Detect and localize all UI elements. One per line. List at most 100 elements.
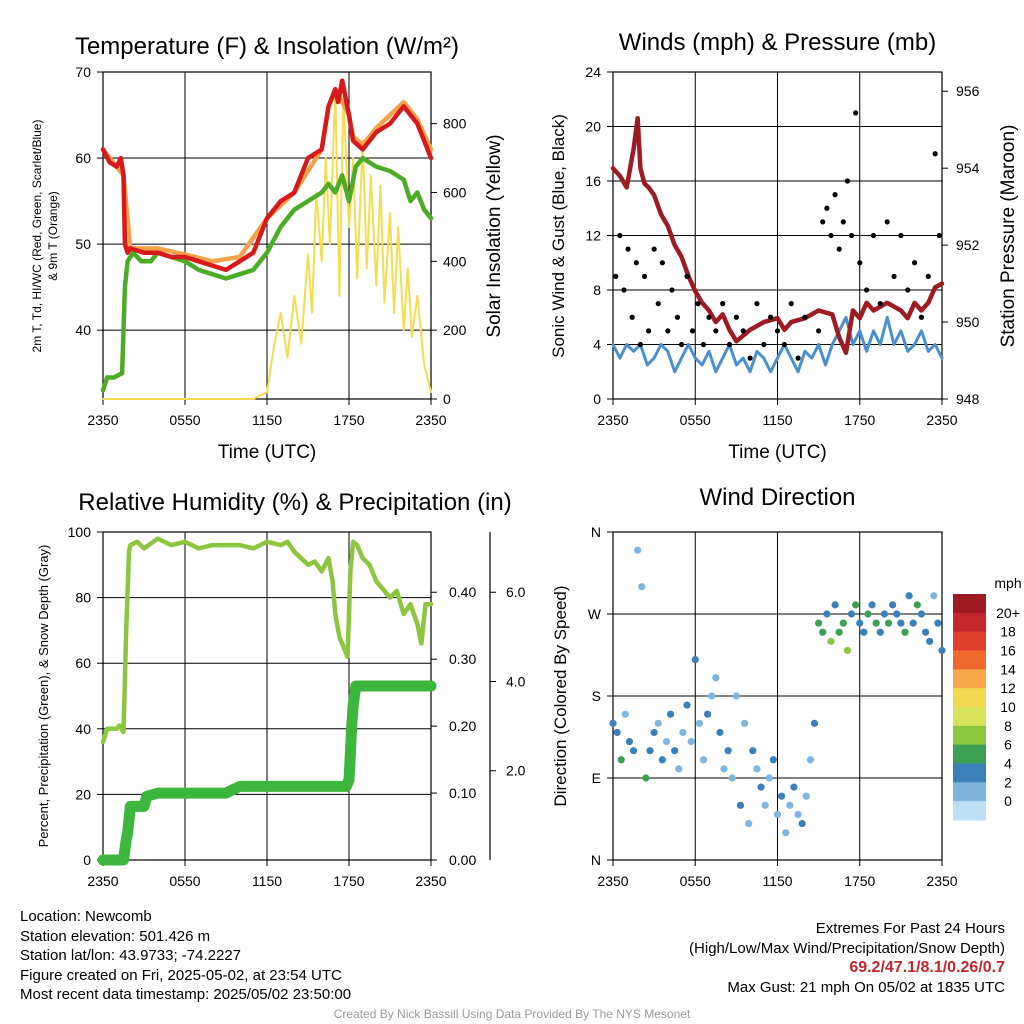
colorbar-label: 8 [1004,718,1012,734]
direction-point [773,810,782,819]
direction-point [938,646,946,655]
y3-tick-label: 4.0 [506,673,526,689]
gust-point [621,287,627,293]
station-latlon: Station lat/lon: 43.9733; -74.2227 [20,947,242,964]
gust-point [911,260,918,266]
direction-point [695,719,703,727]
figure-created: Figure created on Fri, 2025-05-02, at 23… [20,966,342,984]
gust-point [726,341,733,348]
gust-point [891,273,897,279]
credit-line: Created By Nick Bassill Using Data Provi… [333,1007,691,1021]
colorbar-label: 4 [1004,756,1012,772]
direction-point [703,710,712,718]
gust-point [641,273,648,279]
x-tick-label: 0550 [169,412,200,428]
colorbar-swatch [953,744,986,764]
direction-point [662,737,671,746]
gust-point [774,328,781,334]
direction-point [654,719,662,727]
relative-humidity-line [100,536,434,745]
direction-point [786,801,794,809]
direction-point [765,774,773,782]
y2-tick-label: 954 [956,160,980,176]
gust-point [844,178,851,184]
gust-point [637,341,644,348]
y-tick-label: 20 [75,786,91,802]
gust-point [646,328,652,334]
x-tick-label: 1750 [844,412,875,428]
y2-axis-label: Station Pressure (Maroon) [998,125,1019,348]
colorbar-swatch [953,725,986,746]
gust-point [768,314,774,320]
direction-point [782,829,790,837]
plot-frame [102,531,432,861]
gust-point [836,246,842,252]
gust-point [651,246,657,252]
direction-point [819,628,827,636]
y-tick-label: 60 [75,150,91,166]
direction-point [625,737,634,746]
y-tick-label: 8 [593,282,601,298]
direction-point [613,728,621,737]
sonic-wind-line [611,315,944,374]
y2-tick-label: 956 [956,83,980,99]
x-tick-label: 2350 [87,412,118,428]
y-tick-label: S [592,688,601,704]
direction-point [716,728,724,737]
x-tick-label: 2350 [597,412,628,428]
gust-point [740,328,746,334]
colorbar-swatch [953,763,986,783]
y-tick-label: 80 [75,590,91,606]
direction-point [671,747,679,755]
gust-point [720,301,726,307]
y2-tick-label: 800 [443,116,467,132]
gust-point [781,341,787,348]
y2-tick-label: 0.00 [449,852,476,868]
colorbar-swatch [953,612,986,633]
direction-point [650,728,658,737]
x-tick-label: 1750 [333,873,364,889]
direction-point [691,655,699,664]
colorbar-label: 16 [1000,643,1016,659]
x-tick-label: 2350 [415,412,446,428]
direction-point [749,747,757,755]
y-tick-label: N [591,524,601,540]
y2-axis-label: Solar Insolation (Yellow) [484,134,505,337]
direction-point [617,756,625,764]
panel-dir: 2350 0550 1150 1750 2350 N E S W N Wind Direction D… [551,484,1022,889]
direction-point [728,774,736,782]
plot-frame [102,71,432,400]
colorbar-swatch [953,650,986,670]
direction-point [835,628,843,636]
y2-tick-label: 0.40 [449,584,476,600]
y2-tick-label: 0.10 [449,785,476,801]
colorbar-label: 20+ [996,605,1020,621]
station-location: Location: Newcomb [20,908,152,925]
extremes-title: Extremes For Past 24 Hours [815,920,1005,937]
panel-title: Wind Direction [699,484,855,511]
gust-point [706,314,712,320]
gust-point [840,219,846,225]
gust-point [689,328,696,334]
station-info: Location: Newcomb Station elevation: 501… [20,907,351,1005]
gust-point [788,301,794,307]
direction-point [679,728,687,737]
direction-point [831,601,839,609]
gust-point [802,314,808,320]
colorbar-label: 2 [1004,774,1012,790]
gust-point [713,328,719,334]
y3-tick-label: 2.0 [506,763,526,779]
y2-tick-label: 952 [956,237,980,253]
direction-point [666,710,675,718]
direction-point [884,619,893,627]
recent-data-timestamp: Most recent data timestamp: 2025/05/02 2… [20,986,352,1003]
y-axis-label-2: & 9m T (Orange) [46,191,60,281]
y-tick-label: 4 [593,337,601,353]
y-tick-label: 70 [75,64,91,80]
y-tick-label: 60 [75,655,91,671]
y-tick-label: 0 [83,852,91,868]
y-tick-label: 40 [75,721,91,737]
colorbar-label: 12 [1000,680,1016,696]
y-tick-label: 24 [585,64,601,80]
direction-point [860,628,868,636]
